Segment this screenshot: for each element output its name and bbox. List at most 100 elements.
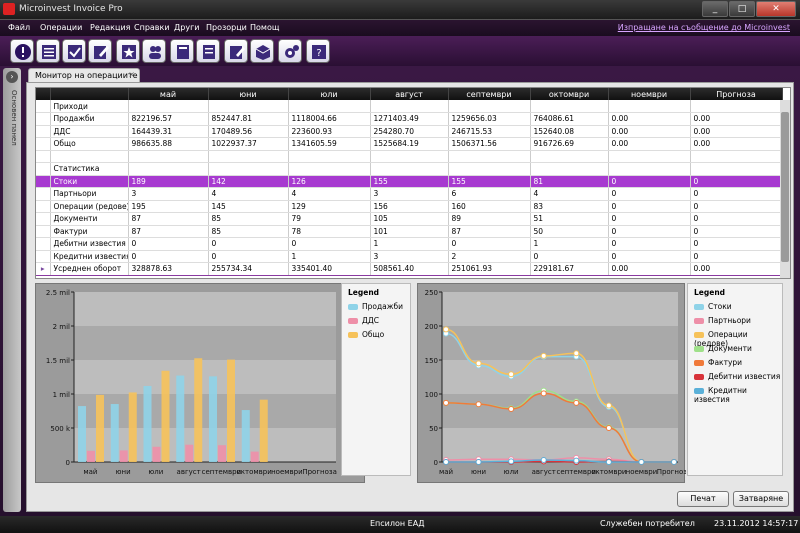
table-row[interactable]: Стоки 189 142 126 155 155 81 0 0 [36,175,783,188]
row-selector[interactable] [36,125,51,138]
table-cell[interactable]: 0.00 [608,112,691,126]
menu-operations[interactable]: Операции [40,23,83,32]
sidebar-toggle[interactable]: › Основен панел [3,68,21,512]
column-header[interactable]: август [370,88,449,100]
maximize-button[interactable]: □ [729,1,755,17]
table-cell[interactable]: 0.00 [608,262,691,276]
table-row[interactable]: Фактури 87 85 78 101 87 50 0 0 [36,225,783,238]
table-cell[interactable]: 251061.93 [448,262,531,276]
tab-operations-monitor[interactable]: Монитор на операциите × [28,68,140,82]
row-selector[interactable] [36,175,51,188]
info-button[interactable] [10,39,34,63]
table-cell[interactable]: 105 [370,212,449,226]
menu-windows[interactable]: Прозорци [206,23,247,32]
table-row[interactable]: ДДС 164439.31 170489.56 223600.93 254280.70 2… [36,125,783,138]
table-cell[interactable] [50,150,129,163]
table-cell[interactable] [690,100,783,113]
table-cell[interactable] [448,150,531,163]
row-selector[interactable] [36,137,51,151]
table-cell[interactable]: 0 [208,250,289,263]
table-cell[interactable]: 152640.08 [530,125,609,138]
table-cell[interactable]: 129 [288,200,371,213]
row-selector[interactable] [36,112,51,126]
table-cell[interactable]: 3 [370,250,449,263]
table-cell[interactable]: 916726.69 [530,137,609,151]
row-selector[interactable] [36,162,51,176]
table-cell[interactable]: 160 [448,200,531,213]
row-selector[interactable] [36,237,51,251]
star-button[interactable] [116,39,140,63]
table-cell[interactable]: 0 [690,212,783,226]
form-button[interactable] [224,39,248,63]
table-cell[interactable] [370,100,449,113]
table-cell[interactable]: 1118004.66 [288,112,371,126]
row-selector[interactable] [36,100,51,113]
table-cell[interactable]: Операции (редове) [50,200,129,213]
table-cell[interactable]: 328878.63 [128,262,209,276]
table-cell[interactable]: Фактури [50,225,129,238]
settings-button[interactable] [278,39,302,63]
table-cell[interactable]: 254280.70 [370,125,449,138]
table-row[interactable]: Дебитни известия 0 0 0 1 0 1 0 0 [36,237,783,251]
table-row[interactable]: Партньори 3 4 4 3 6 4 0 0 [36,187,783,201]
table-cell[interactable]: 822196.57 [128,112,209,126]
table-cell[interactable]: 0.00 [608,125,691,138]
column-header[interactable]: май [128,88,209,100]
table-cell[interactable] [608,162,691,176]
table-cell[interactable] [370,150,449,163]
table-cell[interactable] [608,150,691,163]
row-selector[interactable] [36,250,51,263]
table-cell[interactable] [128,100,209,113]
check-button[interactable] [62,39,86,63]
table-cell[interactable]: 101 [370,225,449,238]
table-cell[interactable]: 3 [128,187,209,201]
table-cell[interactable] [208,150,289,163]
table-cell[interactable]: 1506371.56 [448,137,531,151]
table-cell[interactable]: 170489.56 [208,125,289,138]
table-cell[interactable]: 0 [208,237,289,251]
table-cell[interactable] [208,162,289,176]
table-cell[interactable]: 87 [128,212,209,226]
menu-edit[interactable]: Редакция [90,23,131,32]
table-row[interactable]: Продажби 822196.57 852447.81 1118004.66 1271… [36,112,783,126]
table-cell[interactable]: 164439.31 [128,125,209,138]
table-cell[interactable]: 51 [530,212,609,226]
table-cell[interactable]: 0 [530,250,609,263]
table-cell[interactable]: 156 [370,200,449,213]
row-selector[interactable]: ▸ [36,262,51,276]
table-row[interactable]: Приходи [36,100,783,113]
table-cell[interactable] [288,150,371,163]
table-cell[interactable] [128,162,209,176]
list-button[interactable] [36,39,60,63]
column-header[interactable]: юни [208,88,289,100]
table-cell[interactable]: 986635.88 [128,137,209,151]
table-cell[interactable]: 85 [208,212,289,226]
table-cell[interactable]: 0 [608,175,691,188]
table-cell[interactable]: 79 [288,212,371,226]
column-header[interactable]: Прогноза [690,88,783,100]
table-cell[interactable]: 126 [288,175,371,188]
table-row[interactable]: ▸ Усреднен оборот 328878.63 255734.34 335401… [36,262,783,276]
table-scrollbar[interactable] [780,100,790,278]
column-header[interactable] [50,88,129,100]
minimize-button[interactable]: _ [702,1,728,17]
table-cell[interactable]: 764086.61 [530,112,609,126]
row-selector[interactable] [36,150,51,163]
table-cell[interactable]: 0.00 [690,262,783,276]
table-cell[interactable]: 0.00 [690,125,783,138]
table-cell[interactable]: 0 [608,237,691,251]
table-cell[interactable]: Общо [50,137,129,151]
table-cell[interactable]: 0 [608,250,691,263]
table-cell[interactable]: Стоки [50,175,129,188]
table-cell[interactable]: 3 [370,187,449,201]
table-cell[interactable] [370,162,449,176]
row-selector[interactable] [36,212,51,226]
table-scroll-thumb[interactable] [781,112,789,262]
table-cell[interactable]: 189 [128,175,209,188]
table-row[interactable]: Общо 986635.88 1022937.37 1341605.59 1525684… [36,137,783,151]
table-cell[interactable]: 142 [208,175,289,188]
table-cell[interactable]: 1 [530,237,609,251]
table-cell[interactable]: 0 [608,200,691,213]
table-cell[interactable]: Документи [50,212,129,226]
table-cell[interactable] [448,100,531,113]
